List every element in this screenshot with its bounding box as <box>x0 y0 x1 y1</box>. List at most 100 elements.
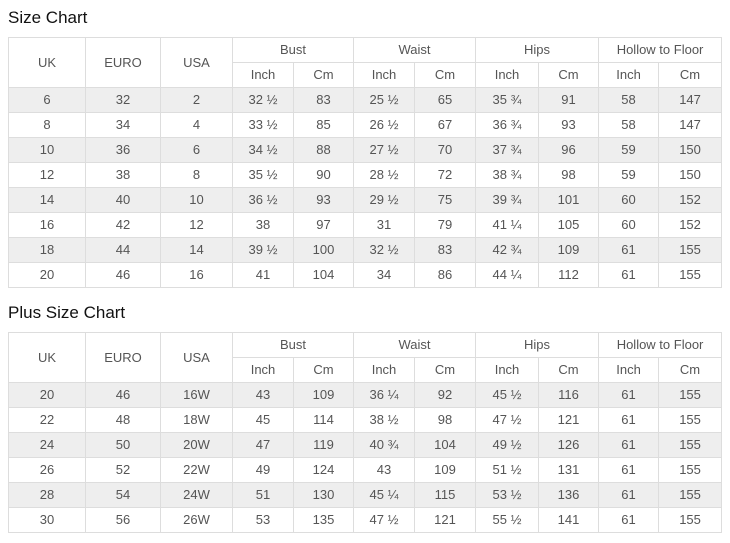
table-cell: 104 <box>292 262 355 288</box>
table-cell: 61 <box>598 482 660 508</box>
table-cell: 6 <box>160 137 233 163</box>
subheader-waist-inch: Inch <box>353 357 416 383</box>
table-cell: 44 ¼ <box>475 262 540 288</box>
table-cell: 97 <box>292 212 355 238</box>
table-cell: 16W <box>160 382 233 408</box>
table-cell: 16 <box>160 262 233 288</box>
subheader-bust-cm: Cm <box>292 357 355 383</box>
table-cell: 38 ¾ <box>475 162 540 188</box>
table-cell: 29 ½ <box>353 187 416 213</box>
table-cell: 2 <box>160 87 233 113</box>
table-cell: 40 <box>85 187 161 213</box>
table-cell: 130 <box>292 482 355 508</box>
column-header-usa: USA <box>160 332 233 383</box>
subheader-hollow-inch: Inch <box>598 62 660 88</box>
table-cell: 61 <box>598 407 660 433</box>
table-cell: 51 ½ <box>475 457 540 483</box>
table-cell: 45 <box>232 407 294 433</box>
column-header-uk: UK <box>8 37 86 88</box>
table-cell: 28 ½ <box>353 162 416 188</box>
table-cell: 147 <box>658 112 723 138</box>
table-cell: 48 <box>85 407 161 433</box>
table-cell: 65 <box>414 87 477 113</box>
table-cell: 24 <box>8 432 86 458</box>
subheader-bust-inch: Inch <box>232 62 294 88</box>
table-cell: 98 <box>538 162 600 188</box>
table-cell: 93 <box>292 187 355 213</box>
table-cell: 20 <box>8 262 86 288</box>
table-cell: 22W <box>160 457 233 483</box>
table-cell: 46 <box>85 382 161 408</box>
plus-size-chart-table: UK EURO USA Bust Waist Hips Hollow to Fl… <box>8 332 723 533</box>
table-cell: 53 ½ <box>475 482 540 508</box>
table-row: 8 34 4 33 ½ 85 26 ½ 67 36 ¾ 93 58 147 <box>8 112 723 138</box>
table-cell: 91 <box>538 87 600 113</box>
table-cell: 49 <box>232 457 294 483</box>
subheader-hollow-inch: Inch <box>598 357 660 383</box>
table-cell: 41 ¼ <box>475 212 540 238</box>
subheader-waist-inch: Inch <box>353 62 416 88</box>
table-cell: 121 <box>414 507 477 533</box>
table-cell: 20W <box>160 432 233 458</box>
table-cell: 26 <box>8 457 86 483</box>
subheader-bust-inch: Inch <box>232 357 294 383</box>
table-cell: 150 <box>658 162 723 188</box>
group-header-waist: Waist <box>353 332 477 358</box>
table-cell: 12 <box>8 162 86 188</box>
table-cell: 47 ½ <box>353 507 416 533</box>
table-cell: 135 <box>292 507 355 533</box>
table-cell: 58 <box>598 87 660 113</box>
table-cell: 8 <box>160 162 233 188</box>
table-cell: 155 <box>658 432 723 458</box>
table-cell: 50 <box>85 432 161 458</box>
table-cell: 14 <box>8 187 86 213</box>
column-header-usa: USA <box>160 37 233 88</box>
table-cell: 45 ½ <box>475 382 540 408</box>
table-cell: 45 ¼ <box>353 482 416 508</box>
table-cell: 52 <box>85 457 161 483</box>
table-cell: 98 <box>414 407 477 433</box>
table-cell: 43 <box>353 457 416 483</box>
table-cell: 105 <box>538 212 600 238</box>
table-cell: 39 ½ <box>232 237 294 263</box>
table-cell: 4 <box>160 112 233 138</box>
table-cell: 67 <box>414 112 477 138</box>
table-cell: 61 <box>598 237 660 263</box>
group-header-hips: Hips <box>475 332 600 358</box>
subheader-bust-cm: Cm <box>292 62 355 88</box>
table-cell: 28 <box>8 482 86 508</box>
table-cell: 6 <box>8 87 86 113</box>
table-row: 6 32 2 32 ½ 83 25 ½ 65 35 ¾ 91 58 147 <box>8 87 723 113</box>
table-cell: 44 <box>85 237 161 263</box>
table-cell: 16 <box>8 212 86 238</box>
table-cell: 155 <box>658 507 723 533</box>
table-cell: 36 <box>85 137 161 163</box>
table-cell: 58 <box>598 112 660 138</box>
table-cell: 60 <box>598 212 660 238</box>
table-cell: 86 <box>414 262 477 288</box>
table-cell: 39 ¾ <box>475 187 540 213</box>
size-chart-title: Size Chart <box>8 8 88 27</box>
table-cell: 101 <box>538 187 600 213</box>
table-cell: 32 ½ <box>353 237 416 263</box>
table-cell: 60 <box>598 187 660 213</box>
table-cell: 42 ¾ <box>475 237 540 263</box>
table-row: 22 48 18W 45 114 38 ½ 98 47 ½ 121 61 155 <box>8 407 723 433</box>
group-header-waist: Waist <box>353 37 477 63</box>
table-cell: 147 <box>658 87 723 113</box>
table-cell: 33 ½ <box>232 112 294 138</box>
table-cell: 155 <box>658 482 723 508</box>
table-cell: 61 <box>598 457 660 483</box>
subheader-waist-cm: Cm <box>414 357 477 383</box>
table-cell: 30 <box>8 507 86 533</box>
table-cell: 10 <box>160 187 233 213</box>
table-cell: 26W <box>160 507 233 533</box>
table-cell: 112 <box>538 262 600 288</box>
table-cell: 88 <box>292 137 355 163</box>
table-cell: 8 <box>8 112 86 138</box>
table-cell: 119 <box>292 432 355 458</box>
table-cell: 155 <box>658 407 723 433</box>
table-row: 30 56 26W 53 135 47 ½ 121 55 ½ 141 61 155 <box>8 507 723 533</box>
table-cell: 26 ½ <box>353 112 416 138</box>
subheader-hips-cm: Cm <box>538 357 600 383</box>
